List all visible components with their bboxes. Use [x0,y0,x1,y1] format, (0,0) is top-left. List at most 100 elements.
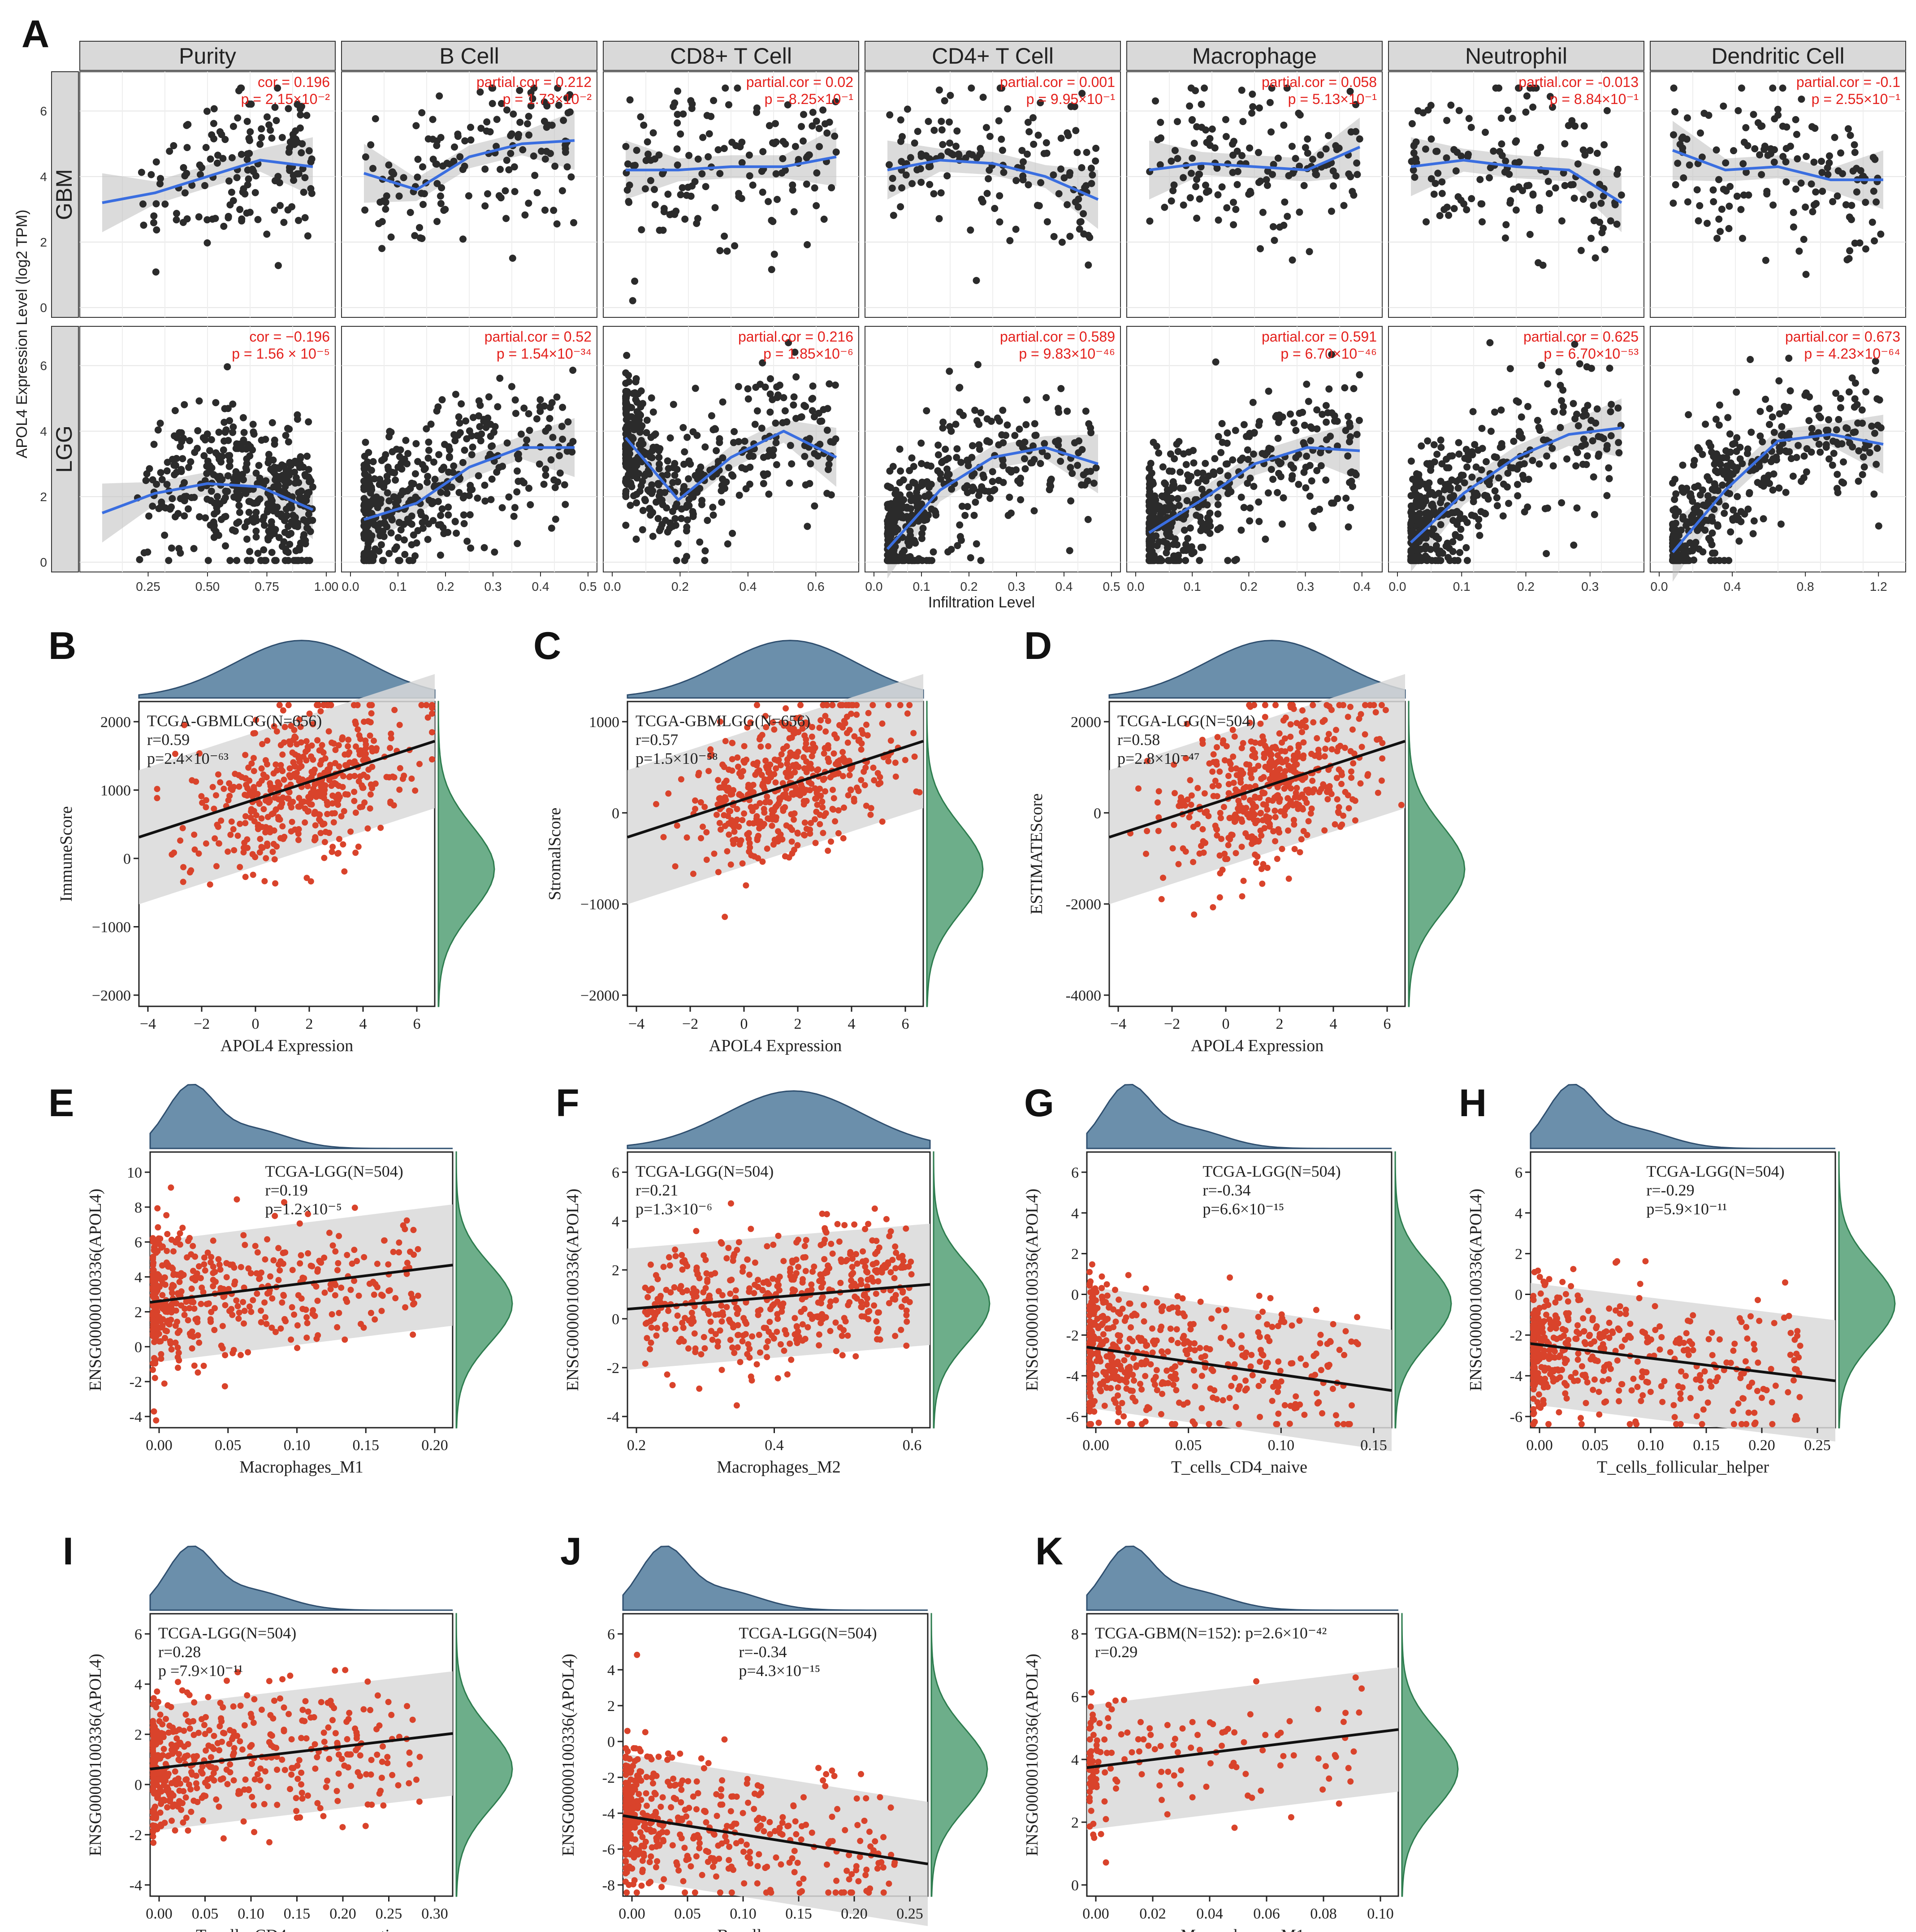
data-point [336,763,342,770]
data-point [424,478,431,486]
data-point [911,139,918,147]
data-point [481,202,489,210]
data-point [1064,201,1071,208]
data-point [1815,412,1823,420]
data-point [744,385,752,393]
data-point [759,148,767,156]
data-point [516,118,524,126]
data-point [529,95,536,103]
data-point [242,874,249,880]
data-point [1595,451,1603,458]
data-point [298,140,306,147]
data-point [729,529,736,537]
p-value-annotation: p = 2.15×10⁻² [241,91,330,107]
data-point [1670,84,1678,92]
data-point [1502,221,1510,229]
data-point [208,487,215,495]
data-point [1188,550,1196,558]
data-point [317,761,324,768]
data-point [1230,199,1237,206]
data-point [1342,494,1350,502]
data-point [481,481,489,489]
data-point [162,504,169,512]
data-point [1030,507,1038,515]
data-point [387,529,395,537]
data-point [439,162,446,170]
x-tick-label: 0.5 [580,580,597,593]
data-point [285,438,292,446]
data-point [465,492,473,499]
data-point [304,744,311,750]
data-point [286,772,293,779]
data-point [314,737,321,744]
data-point [294,411,301,419]
data-point [1871,237,1878,245]
data-point [465,192,472,199]
data-point [210,135,217,143]
data-point [480,417,488,425]
y-axis-label: ImmuneScore [57,806,76,901]
data-point [460,511,467,519]
data-point [1870,187,1877,195]
data-point [542,472,549,479]
data-point [746,481,753,488]
data-point [1154,136,1162,143]
data-point [1463,463,1471,471]
data-point [497,165,504,173]
data-point [1483,458,1490,465]
data-point [412,122,420,130]
data-point [467,124,474,131]
data-point [1262,535,1269,543]
data-point [1529,457,1536,464]
data-point [623,411,630,418]
data-point [930,126,938,134]
data-point [647,156,655,164]
data-point [1840,458,1847,466]
data-point [1851,149,1859,156]
data-point [1709,186,1717,194]
data-point [1345,523,1352,531]
data-point [288,828,294,835]
data-point [995,117,1003,125]
data-point [566,108,574,116]
data-point [699,134,707,141]
data-point [644,450,652,457]
data-point [443,484,450,491]
data-point [1289,472,1296,480]
data-point [906,702,913,708]
data-point [1411,486,1419,494]
data-point [437,200,445,208]
data-point [724,540,731,548]
data-point [1684,198,1691,206]
data-point [1707,442,1715,450]
data-point [443,489,451,497]
data-point [169,495,176,502]
data-point [1590,202,1597,209]
data-point [1340,202,1348,209]
data-point [520,479,528,486]
data-point [1168,494,1175,502]
data-point [1427,546,1434,553]
data-point [1492,84,1500,92]
x-tick-label: 0.0 [342,580,359,593]
data-point [1873,395,1881,403]
data-point [1289,256,1296,264]
data-point [1451,509,1458,516]
data-point [1415,477,1423,484]
data-point [245,443,252,451]
data-point [238,217,246,225]
data-point [363,499,370,507]
data-point [1188,169,1195,177]
data-point [1250,429,1258,437]
data-point [1317,449,1324,456]
data-point [1510,185,1517,193]
data-point [1750,517,1758,525]
data-point [486,128,494,135]
data-point [424,714,431,721]
data-point [1722,159,1730,167]
data-point [1309,156,1316,163]
data-point [1425,479,1433,487]
data-point [944,548,952,556]
data-point [1276,223,1284,231]
data-point [503,439,511,447]
